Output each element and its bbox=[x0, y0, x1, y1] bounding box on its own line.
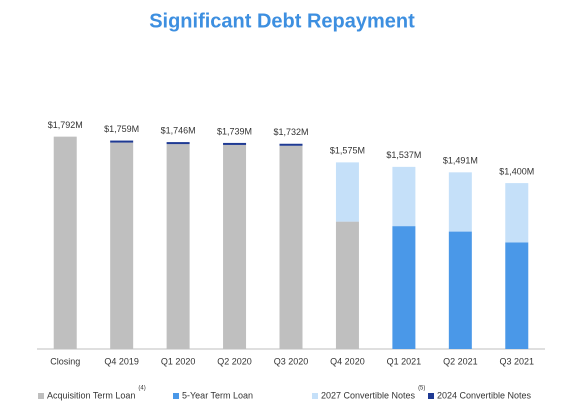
bar-segment bbox=[505, 242, 529, 349]
legend-note: (5) bbox=[418, 386, 425, 392]
bar-segment bbox=[505, 183, 529, 243]
x-tick-label: Q1 2021 bbox=[387, 356, 422, 366]
x-tick-label: Q1 2020 bbox=[161, 356, 196, 366]
x-tick-label: Closing bbox=[50, 356, 80, 366]
total-label: $1,732M bbox=[273, 127, 308, 137]
x-tick-label: Q2 2020 bbox=[217, 356, 252, 366]
total-label: $1,739M bbox=[217, 126, 252, 136]
x-tick-label: Q4 2019 bbox=[104, 356, 139, 366]
legend-swatch bbox=[312, 393, 318, 399]
legend-swatch bbox=[428, 393, 434, 399]
bar-segment bbox=[448, 172, 472, 232]
bar-segment bbox=[335, 162, 359, 222]
x-tick-label: Q4 2020 bbox=[330, 356, 365, 366]
total-label: $1,746M bbox=[161, 125, 196, 135]
total-label: $1,759M bbox=[104, 124, 139, 134]
total-label: $1,792M bbox=[48, 120, 83, 130]
bar-segment bbox=[166, 144, 190, 349]
x-tick-label: Q3 2020 bbox=[274, 356, 309, 366]
legend-label: 2024 Convertible Notes bbox=[437, 390, 532, 400]
total-label: $1,400M bbox=[499, 166, 534, 176]
legend-note: (4) bbox=[138, 386, 145, 392]
legend-swatch bbox=[173, 393, 179, 399]
legend-label: 5-Year Term Loan bbox=[182, 390, 253, 400]
bar-segment bbox=[110, 140, 134, 143]
chart-title: Significant Debt Repayment bbox=[149, 10, 415, 32]
legend-label: Acquisition Term Loan bbox=[47, 390, 135, 400]
x-tick-label: Q2 2021 bbox=[443, 356, 478, 366]
bar-segment bbox=[448, 231, 472, 349]
bar-segment bbox=[392, 226, 416, 349]
bar-segment bbox=[279, 143, 303, 146]
bar-segment bbox=[335, 221, 359, 349]
legend-label: 2027 Convertible Notes bbox=[321, 390, 416, 400]
x-tick-label: Q3 2021 bbox=[500, 356, 535, 366]
bar-segment bbox=[279, 145, 303, 349]
bar-segment bbox=[53, 136, 77, 349]
legend-swatch bbox=[38, 393, 44, 399]
bar-segment bbox=[223, 144, 247, 349]
bar-segment bbox=[166, 142, 190, 145]
bar-segment bbox=[392, 166, 416, 227]
total-label: $1,575M bbox=[330, 146, 365, 156]
total-label: $1,491M bbox=[443, 156, 478, 166]
total-label: $1,537M bbox=[386, 150, 421, 160]
bar-segment bbox=[223, 142, 247, 145]
bar-segment bbox=[110, 142, 134, 349]
